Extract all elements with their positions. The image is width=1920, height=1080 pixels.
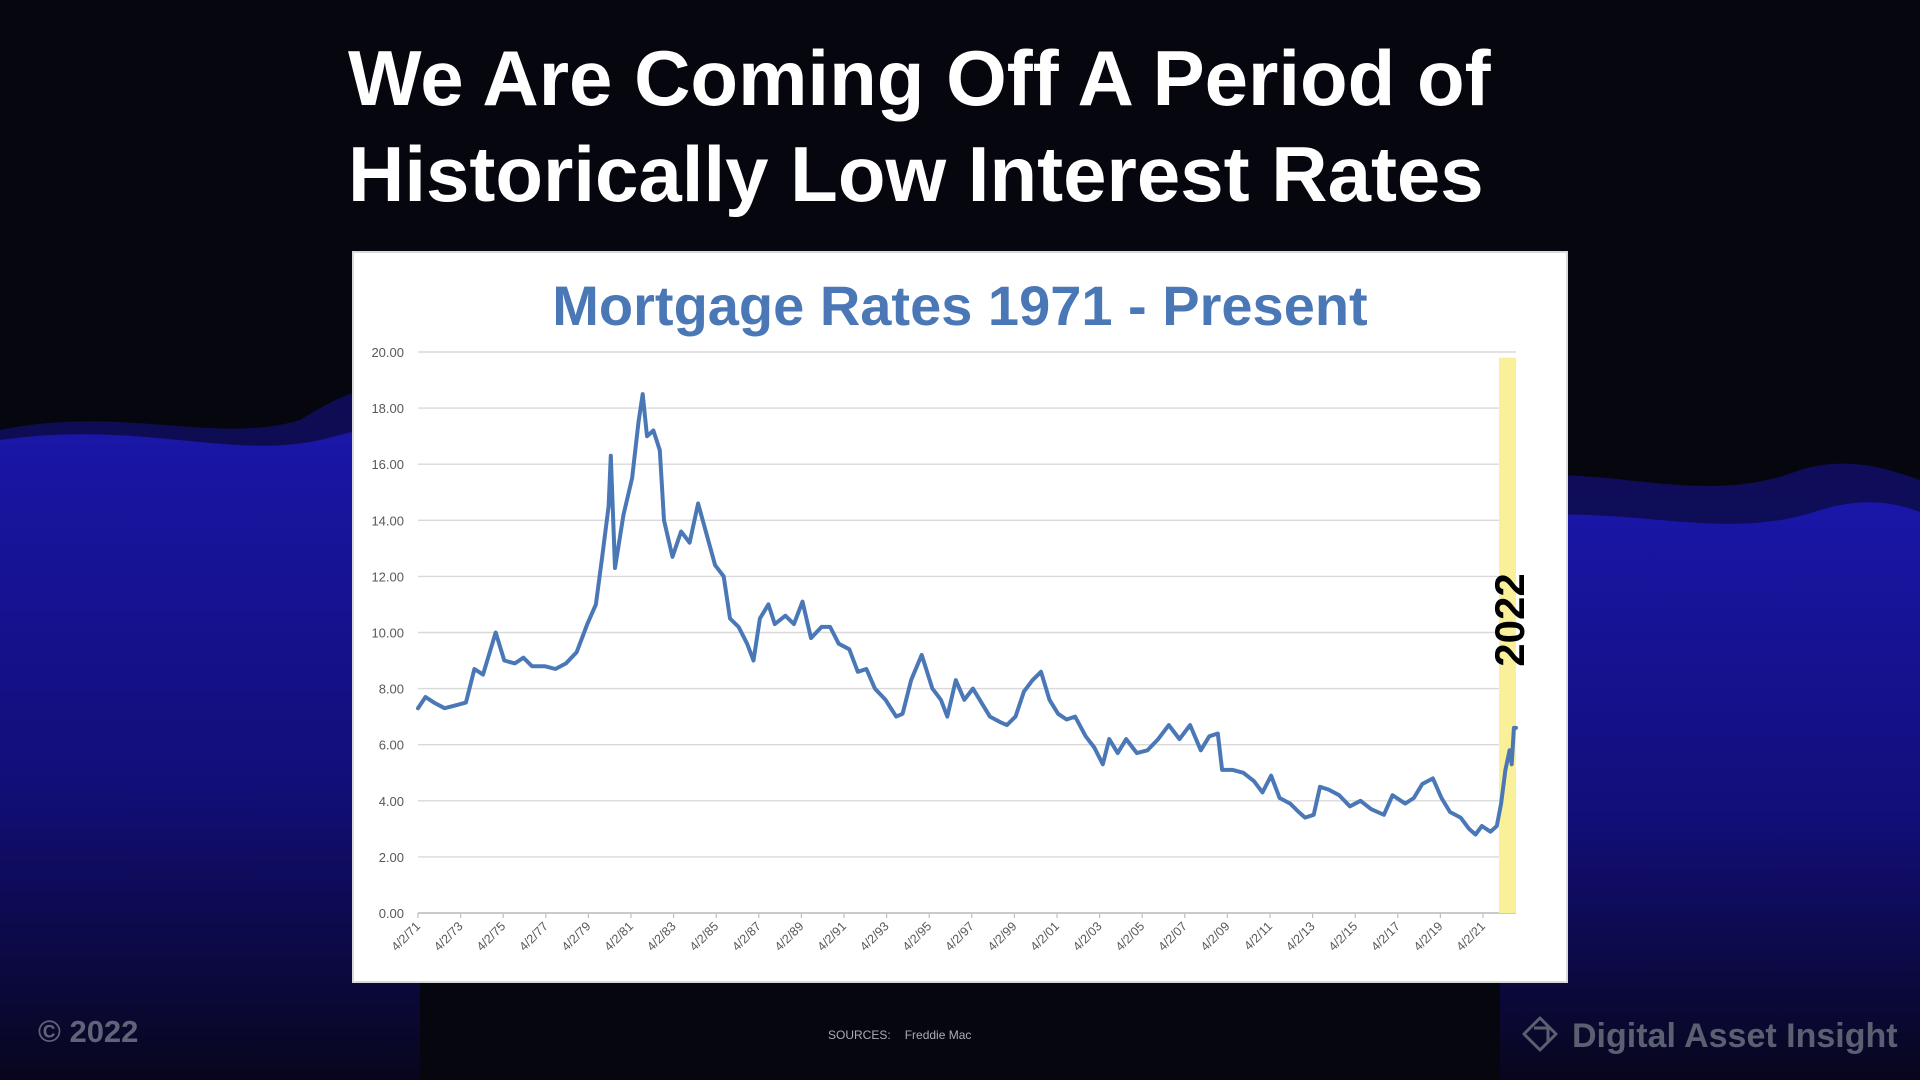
sources: SOURCES: Freddie Mac <box>828 1028 971 1042</box>
x-tick-label-0: 4/2/71 <box>389 919 424 954</box>
mortgage-rate-chart: 2022 0.00 2.00 4.00 6.00 8.00 10.00 12.00 14.00… <box>371 345 1533 954</box>
x-tick-label-19: 4/2/09 <box>1198 919 1233 954</box>
x-tick-label-23: 4/2/17 <box>1368 919 1403 954</box>
brand-name: Digital Asset Insight <box>1572 1016 1898 1055</box>
slide-title: We Are Coming Off A Period of Historical… <box>348 30 1598 222</box>
y-tick-label-4: 8.00 <box>379 682 404 697</box>
y-tick-label-7: 14.00 <box>371 513 404 528</box>
y-tick-label-1: 2.00 <box>379 850 404 865</box>
x-tick-label-18: 4/2/07 <box>1155 919 1190 954</box>
x-tick-label-9: 4/2/89 <box>772 919 807 954</box>
x-tick-label-24: 4/2/19 <box>1411 919 1446 954</box>
x-tick-label-3: 4/2/77 <box>516 919 551 954</box>
y-tick-label-2: 4.00 <box>379 794 404 809</box>
x-tick-label-22: 4/2/15 <box>1326 919 1361 954</box>
y-tick-label-8: 16.00 <box>371 457 404 472</box>
highlight-2022-label: 2022 <box>1486 573 1533 666</box>
sources-value: Freddie Mac <box>904 1028 972 1042</box>
x-tick-label-11: 4/2/93 <box>857 919 892 954</box>
x-tick-label-15: 4/2/01 <box>1028 919 1063 954</box>
chart-title: Mortgage Rates 1971 - Present <box>552 274 1368 337</box>
x-tick-label-5: 4/2/81 <box>602 919 637 954</box>
slide-title-line2: Historically Low Interest Rates <box>348 130 1484 218</box>
y-tick-label-5: 10.00 <box>371 626 404 641</box>
chart-card: Mortgage Rates 1971 - Present 2022 0.00 2… <box>352 251 1568 983</box>
x-tick-label-21: 4/2/13 <box>1283 919 1318 954</box>
diamond-tag-icon <box>1520 1014 1560 1059</box>
x-tick-label-7: 4/2/85 <box>687 919 722 954</box>
y-tick-label-6: 12.00 <box>371 569 404 584</box>
x-tick-label-6: 4/2/83 <box>644 919 679 954</box>
x-tick-label-20: 4/2/11 <box>1241 919 1275 953</box>
x-tick-label-4: 4/2/79 <box>559 919 594 954</box>
x-tick-label-25: 4/2/21 <box>1454 919 1489 954</box>
x-tick-label-8: 4/2/87 <box>729 919 764 954</box>
x-tick-label-1: 4/2/73 <box>431 919 466 954</box>
x-tick-label-12: 4/2/95 <box>900 919 935 954</box>
y-tick-label-0: 0.00 <box>379 906 404 921</box>
y-tick-label-10: 20.00 <box>371 345 404 360</box>
x-tick-label-16: 4/2/03 <box>1070 919 1105 954</box>
y-tick-label-3: 6.00 <box>379 738 404 753</box>
x-tick-label-14: 4/2/99 <box>985 919 1020 954</box>
x-tick-label-17: 4/2/05 <box>1113 919 1148 954</box>
x-tick-label-2: 4/2/75 <box>474 919 509 954</box>
brand-logo: Digital Asset Insight <box>1520 1012 1898 1060</box>
series-line-0 <box>416 392 1518 837</box>
sources-label: SOURCES: <box>828 1028 891 1042</box>
slide-title-line1: We Are Coming Off A Period of <box>348 34 1491 122</box>
x-tick-label-10: 4/2/91 <box>815 919 850 954</box>
y-tick-label-9: 18.00 <box>371 401 404 416</box>
x-tick-label-13: 4/2/97 <box>942 919 977 954</box>
copyright: © 2022 <box>38 1014 139 1049</box>
